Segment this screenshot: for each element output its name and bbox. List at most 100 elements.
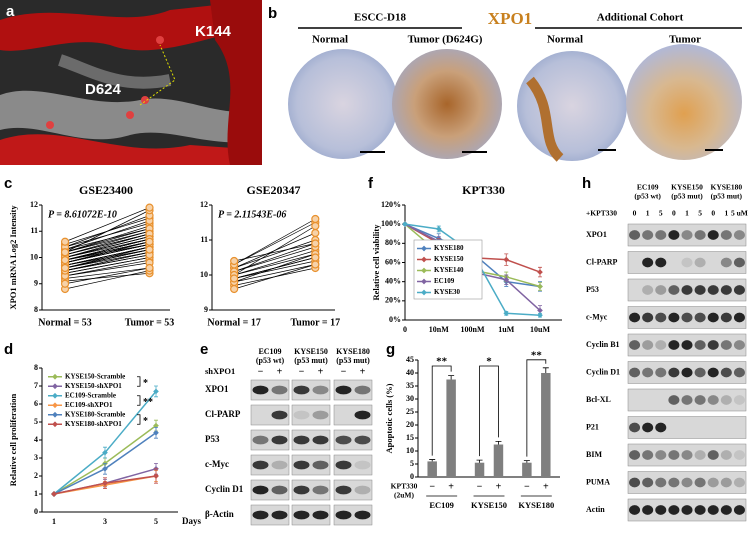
y-tick-label: 120% (381, 200, 401, 209)
legend-marker (421, 289, 427, 296)
blot-band (354, 510, 371, 520)
blot-band (707, 450, 719, 460)
point (503, 310, 510, 317)
blot-band (335, 435, 352, 445)
x-tick-label: 10uM (530, 325, 550, 334)
blot-band (668, 340, 680, 350)
pair-line (64, 241, 150, 261)
legend-label: KYSE150-shXPO1 (65, 382, 122, 390)
pair-line (234, 246, 316, 272)
y-tick-label: 10 (200, 270, 208, 279)
blot-band (681, 395, 693, 405)
blot-band (642, 367, 654, 378)
row-label: Actin (586, 505, 605, 514)
significance-label: * (143, 378, 148, 389)
tissue-image (626, 44, 742, 160)
y-tick-label: 0 (34, 507, 38, 516)
lane-label: 5 (698, 209, 702, 218)
chart-title: GSE20347 (246, 183, 300, 197)
x-tick-label: + (543, 481, 549, 492)
blot-band (655, 340, 667, 350)
legend-label: KYSE150 (434, 255, 464, 263)
significance-label: * (143, 416, 148, 427)
blot-band (681, 450, 693, 460)
blot-band (271, 460, 288, 470)
blot (333, 454, 373, 476)
blot-band (720, 505, 732, 515)
lane-label: 1 (685, 209, 689, 218)
blot-band (252, 385, 269, 395)
row-label: c-Myc (586, 312, 608, 321)
y-tick-label: 15 (406, 433, 414, 442)
pair-line (64, 262, 150, 277)
blot-band (694, 340, 706, 350)
bar (446, 379, 456, 477)
pair-line (234, 264, 316, 283)
blot-band (733, 312, 745, 323)
blot-band (694, 395, 706, 405)
x-tick-label: − (524, 481, 530, 492)
panel-letter: b (268, 5, 277, 22)
legend-label: KYSE180 (434, 244, 464, 252)
blot-band (312, 510, 329, 520)
annotation: P = 2.11543E-06 (218, 209, 286, 220)
point (503, 276, 510, 283)
blot-band (681, 257, 693, 268)
treatment-label: KPT330 (391, 482, 418, 491)
significance-bracket (526, 359, 547, 457)
sign-label: − (258, 366, 264, 377)
point (102, 465, 108, 472)
x-tick-label: 0 (403, 325, 407, 334)
residue-label: K144 (195, 23, 232, 40)
blot-band (668, 505, 680, 515)
pair-line (233, 218, 316, 265)
cell-line-label: KYSE180 (710, 183, 742, 192)
row-label: Cyclin B1 (586, 340, 620, 349)
x-tick-label: − (429, 481, 435, 492)
panel-letter: h (582, 175, 591, 192)
blot (627, 251, 747, 274)
group-label: ESCC-D18 (354, 12, 406, 24)
point (230, 274, 239, 283)
blot-band (655, 477, 667, 488)
significance-label: ** (436, 356, 448, 368)
blot-band (668, 285, 680, 295)
blot (291, 404, 331, 426)
blot-band (354, 385, 371, 395)
blot (333, 379, 373, 401)
row-label: P21 (586, 422, 599, 431)
blot-band (252, 510, 269, 520)
pair-line (64, 270, 150, 290)
blot-band (629, 230, 641, 240)
pair-line (64, 233, 150, 258)
blot-band (655, 312, 667, 323)
blot-band (252, 435, 269, 445)
pair-line (64, 251, 150, 269)
significance-bracket (137, 376, 141, 387)
y-tick-label: 12 (30, 200, 38, 209)
y-tick-label: 0% (389, 315, 401, 324)
blot-band (733, 450, 745, 460)
image-label: Normal (547, 34, 583, 46)
cell-line-label: KYSE180 (336, 347, 370, 356)
legend-marker (52, 373, 58, 380)
point (145, 237, 154, 246)
blot-band (707, 395, 719, 405)
blot-band (655, 450, 667, 460)
pair-line (64, 254, 150, 271)
y-axis-label: Relative cell proliferation (8, 394, 18, 487)
blot-band (707, 340, 719, 350)
blot-band (293, 385, 310, 395)
x-tick-label: − (477, 481, 483, 492)
point (311, 221, 320, 231)
point (60, 248, 70, 257)
pair-line (234, 253, 316, 276)
legend-label: EC109 (434, 277, 455, 285)
blot-band (707, 285, 719, 295)
lane-label: 5 uM (731, 209, 748, 218)
y-tick-label: 12 (200, 200, 208, 209)
blot (250, 479, 290, 501)
blot (333, 404, 373, 426)
x-tick-label: + (448, 481, 454, 492)
structure-image (0, 0, 262, 165)
